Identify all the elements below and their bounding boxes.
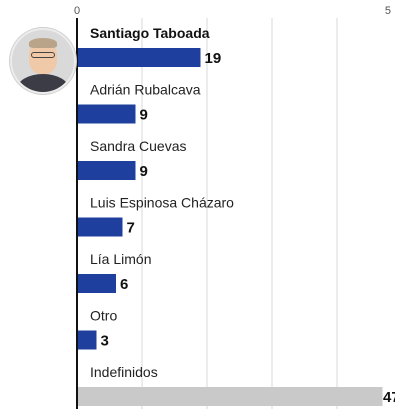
value-label: 7 [127,220,135,237]
bar [77,274,116,293]
portrait-body [17,74,69,92]
category-label: Adrián Rubalcava [90,82,201,98]
category-label: Santiago Taboada [90,25,210,41]
value-label: 9 [140,107,148,124]
category-label: Lía Limón [90,251,151,267]
category-label: Luis Espinosa Cházaro [90,195,234,211]
portrait-hair [29,38,57,48]
bar [77,48,201,67]
bar [77,330,97,350]
category-label: Otro [90,308,117,324]
bar [77,104,136,124]
value-label: 9 [140,163,148,180]
x-tick-label: 0 [74,5,80,17]
bar [77,387,383,406]
value-label: 19 [205,50,222,67]
bar [77,217,123,237]
portrait-glasses [31,52,55,58]
x-tick-label: 5 [385,5,391,17]
portrait-icon [10,28,76,94]
value-label: 3 [101,333,109,350]
category-label: Indefinidos [90,364,158,380]
category-label: Sandra Cuevas [90,138,187,154]
value-label: 6 [120,276,128,293]
value-label: 47 [383,389,395,406]
bar [77,161,136,180]
